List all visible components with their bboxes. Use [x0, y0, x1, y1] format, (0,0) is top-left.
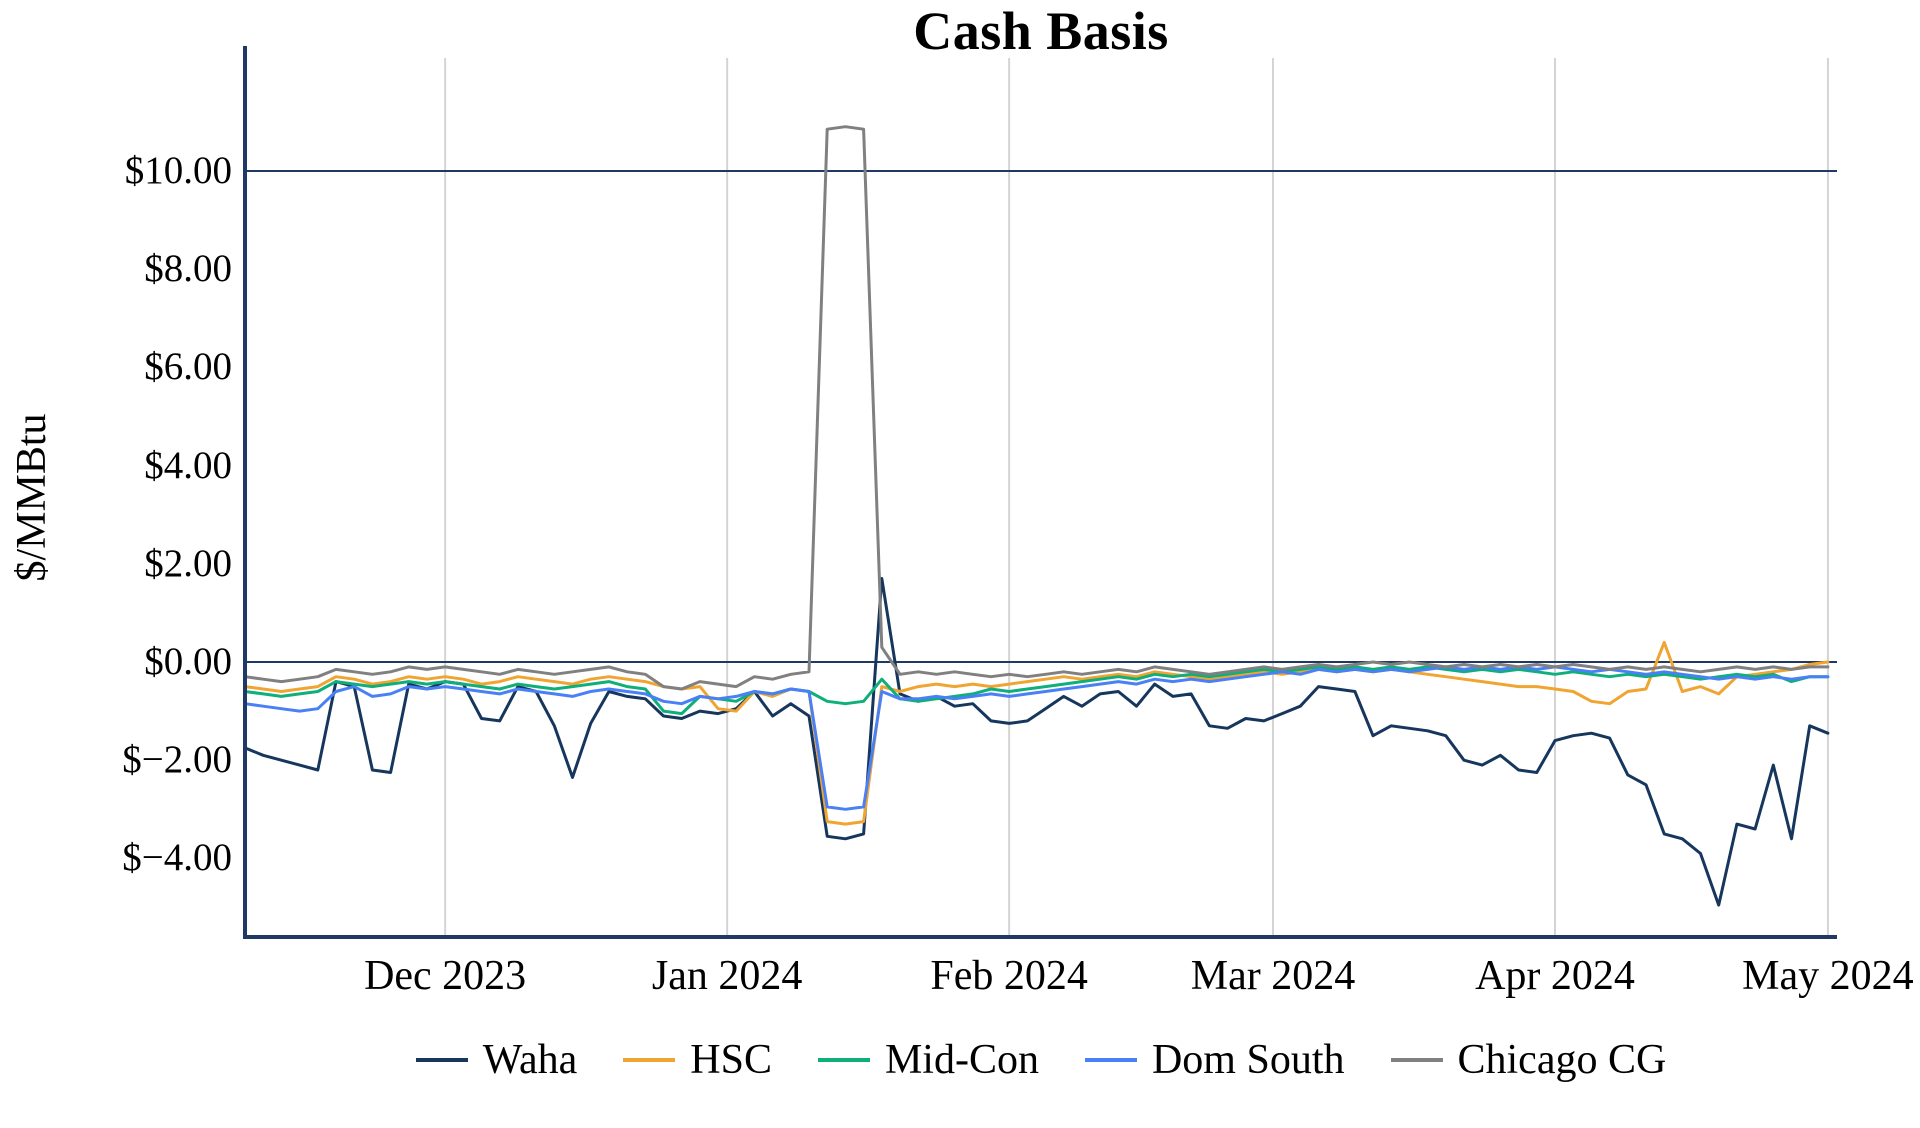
y-axis-tick-label: $10.00: [124, 148, 232, 192]
legend-line-swatch-hsc: [623, 1058, 676, 1062]
legend-item-chicago-cg: Chicago CG: [1390, 1036, 1667, 1084]
legend-line-swatch-chicago-cg: [1390, 1058, 1443, 1062]
legend-item-hsc: HSC: [623, 1036, 772, 1084]
legend-label-dom-south: Dom South: [1151, 1037, 1345, 1083]
x-axis-tick-label: Dec 2023: [364, 953, 527, 999]
legend-label-mid-con: Mid-Con: [884, 1037, 1039, 1083]
legend-item-waha: Waha: [415, 1036, 578, 1084]
legend-item-mid-con: Mid-Con: [817, 1036, 1039, 1084]
legend-item-dom-south: Dom South: [1084, 1036, 1345, 1084]
x-axis-tick-label: Jan 2024: [651, 953, 803, 999]
series-line-waha: [243, 577, 1830, 907]
y-axis-tick-label: $2.00: [144, 541, 232, 585]
y-axis-tick-label: $4.00: [144, 443, 232, 487]
y-axis-tick-label: $0.00: [144, 640, 232, 683]
y-axis-tick-label: $6.00: [144, 345, 232, 389]
chart-legend: Waha HSC Mid-Con Dom South Chicago CG: [245, 1036, 1837, 1084]
series-line-mid-con: [243, 665, 1830, 716]
x-axis-tick-label: Feb 2024: [930, 953, 1088, 999]
legend-label-chicago-cg: Chicago CG: [1457, 1037, 1667, 1083]
series-line-hsc: [243, 640, 1830, 826]
series-line-dom-south: [243, 665, 1830, 811]
legend-line-swatch-dom-south: [1084, 1058, 1137, 1062]
legend-line-swatch-mid-con: [817, 1058, 870, 1062]
legend-label-waha: Waha: [482, 1037, 578, 1083]
x-axis-tick-label: May 2024: [1742, 953, 1914, 999]
y-axis-tick-label: $−4.00: [122, 836, 232, 880]
y-axis-tick-label: $8.00: [144, 247, 232, 291]
chart-title: Cash Basis: [913, 1, 1169, 61]
x-axis-tick-label: Apr 2024: [1475, 953, 1635, 999]
y-axis-tick-label: $−2.00: [122, 738, 232, 782]
legend-label-hsc: HSC: [690, 1037, 772, 1083]
series-line-chicago-cg: [243, 125, 1830, 691]
legend-line-swatch-waha: [415, 1058, 468, 1062]
x-axis-tick-label: Mar 2024: [1190, 953, 1356, 999]
